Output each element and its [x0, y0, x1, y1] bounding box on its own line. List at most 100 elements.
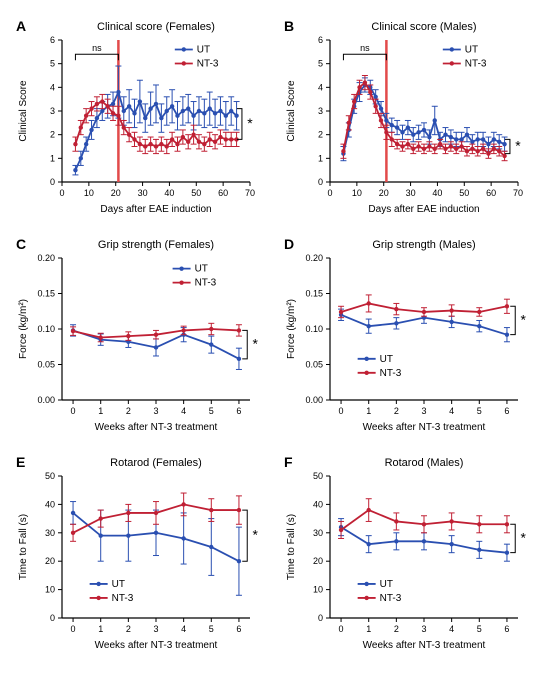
svg-text:2: 2 — [50, 130, 55, 140]
svg-text:0: 0 — [71, 406, 76, 416]
svg-text:0.00: 0.00 — [305, 395, 323, 405]
svg-text:0: 0 — [339, 624, 344, 634]
svg-text:0: 0 — [339, 406, 344, 416]
svg-text:20: 20 — [313, 556, 323, 566]
svg-text:40: 40 — [164, 188, 174, 198]
svg-text:2: 2 — [318, 130, 323, 140]
svg-text:3: 3 — [153, 406, 158, 416]
svg-text:5: 5 — [477, 624, 482, 634]
svg-text:5: 5 — [477, 406, 482, 416]
svg-text:0.15: 0.15 — [37, 289, 55, 299]
svg-text:NT-3: NT-3 — [197, 58, 219, 69]
svg-text:4: 4 — [449, 406, 454, 416]
svg-text:1: 1 — [366, 624, 371, 634]
svg-text:10: 10 — [352, 188, 362, 198]
svg-text:0.00: 0.00 — [37, 395, 55, 405]
svg-text:0.15: 0.15 — [305, 289, 323, 299]
panel-A: A0102030405060700123456ns*UTNT-3Clinical… — [10, 14, 274, 224]
svg-text:Days after EAE induction: Days after EAE induction — [368, 204, 479, 215]
svg-text:NT-3: NT-3 — [195, 278, 217, 289]
svg-text:4: 4 — [50, 82, 55, 92]
svg-text:UT: UT — [195, 264, 208, 275]
svg-text:6: 6 — [318, 35, 323, 45]
svg-text:0: 0 — [71, 624, 76, 634]
panel-letter-E: E — [16, 454, 25, 470]
svg-text:UT: UT — [380, 579, 393, 590]
svg-text:Days after EAE induction: Days after EAE induction — [100, 204, 211, 215]
svg-text:Clinical score (Males): Clinical score (Males) — [371, 21, 476, 33]
svg-text:2: 2 — [126, 406, 131, 416]
panel-B: B0102030405060700123456ns*UTNT-3Clinical… — [278, 14, 542, 224]
svg-text:Clinical Score: Clinical Score — [286, 80, 297, 142]
svg-text:5: 5 — [318, 59, 323, 69]
svg-text:4: 4 — [449, 624, 454, 634]
svg-text:10: 10 — [313, 585, 323, 595]
svg-text:3: 3 — [153, 624, 158, 634]
svg-text:10: 10 — [84, 188, 94, 198]
svg-text:0.05: 0.05 — [305, 360, 323, 370]
svg-text:NT-3: NT-3 — [380, 368, 402, 379]
svg-text:50: 50 — [313, 471, 323, 481]
panel-letter-A: A — [16, 18, 26, 34]
svg-text:Weeks after NT-3 treatment: Weeks after NT-3 treatment — [95, 422, 218, 433]
svg-text:1: 1 — [98, 624, 103, 634]
svg-text:*: * — [515, 138, 521, 154]
svg-text:6: 6 — [504, 624, 509, 634]
svg-text:0: 0 — [327, 188, 332, 198]
svg-text:50: 50 — [45, 471, 55, 481]
svg-text:1: 1 — [98, 406, 103, 416]
svg-text:5: 5 — [50, 59, 55, 69]
svg-text:Time to Fall (s): Time to Fall (s) — [18, 514, 29, 580]
svg-text:3: 3 — [421, 406, 426, 416]
svg-text:ns: ns — [360, 43, 370, 53]
svg-text:50: 50 — [191, 188, 201, 198]
svg-text:0: 0 — [318, 177, 323, 187]
svg-text:Time to Fall (s): Time to Fall (s) — [286, 514, 297, 580]
svg-text:10: 10 — [45, 585, 55, 595]
svg-text:0.20: 0.20 — [305, 253, 323, 263]
svg-text:Rotarod (Females): Rotarod (Females) — [110, 457, 202, 469]
panel-letter-B: B — [284, 18, 294, 34]
svg-text:UT: UT — [380, 354, 393, 365]
svg-text:2: 2 — [394, 624, 399, 634]
svg-text:30: 30 — [138, 188, 148, 198]
svg-text:Weeks after NT-3 treatment: Weeks after NT-3 treatment — [363, 640, 486, 651]
svg-text:0.05: 0.05 — [37, 360, 55, 370]
svg-text:0.20: 0.20 — [37, 253, 55, 263]
svg-text:30: 30 — [313, 528, 323, 538]
svg-text:4: 4 — [181, 624, 186, 634]
svg-text:6: 6 — [504, 406, 509, 416]
svg-text:ns: ns — [92, 43, 102, 53]
svg-text:0: 0 — [50, 177, 55, 187]
panel-grid: A0102030405060700123456ns*UTNT-3Clinical… — [10, 14, 542, 660]
svg-text:30: 30 — [406, 188, 416, 198]
svg-text:20: 20 — [111, 188, 121, 198]
svg-text:0: 0 — [59, 188, 64, 198]
svg-text:50: 50 — [459, 188, 469, 198]
panel-C: C01234560.000.050.100.150.20*UTNT-3Grip … — [10, 232, 274, 442]
svg-text:NT-3: NT-3 — [465, 58, 487, 69]
svg-text:*: * — [247, 115, 253, 131]
svg-text:2: 2 — [126, 624, 131, 634]
panel-D: D01234560.000.050.100.150.20*UTNT-3Grip … — [278, 232, 542, 442]
svg-text:6: 6 — [236, 624, 241, 634]
svg-text:UT: UT — [112, 579, 125, 590]
svg-text:40: 40 — [432, 188, 442, 198]
svg-text:4: 4 — [318, 82, 323, 92]
svg-text:5: 5 — [209, 406, 214, 416]
svg-text:Force (kg/m²): Force (kg/m²) — [286, 299, 297, 359]
panel-letter-F: F — [284, 454, 293, 470]
svg-text:60: 60 — [486, 188, 496, 198]
svg-text:*: * — [253, 527, 259, 543]
svg-text:*: * — [521, 311, 527, 327]
svg-text:1: 1 — [318, 153, 323, 163]
svg-text:6: 6 — [236, 406, 241, 416]
svg-text:70: 70 — [513, 188, 523, 198]
svg-text:0.10: 0.10 — [305, 324, 323, 334]
svg-text:Grip strength (Males): Grip strength (Males) — [372, 239, 475, 251]
svg-text:5: 5 — [209, 624, 214, 634]
svg-text:0: 0 — [50, 613, 55, 623]
panel-letter-D: D — [284, 236, 294, 252]
svg-text:Force (kg/m²): Force (kg/m²) — [18, 299, 29, 359]
svg-text:UT: UT — [197, 44, 210, 55]
